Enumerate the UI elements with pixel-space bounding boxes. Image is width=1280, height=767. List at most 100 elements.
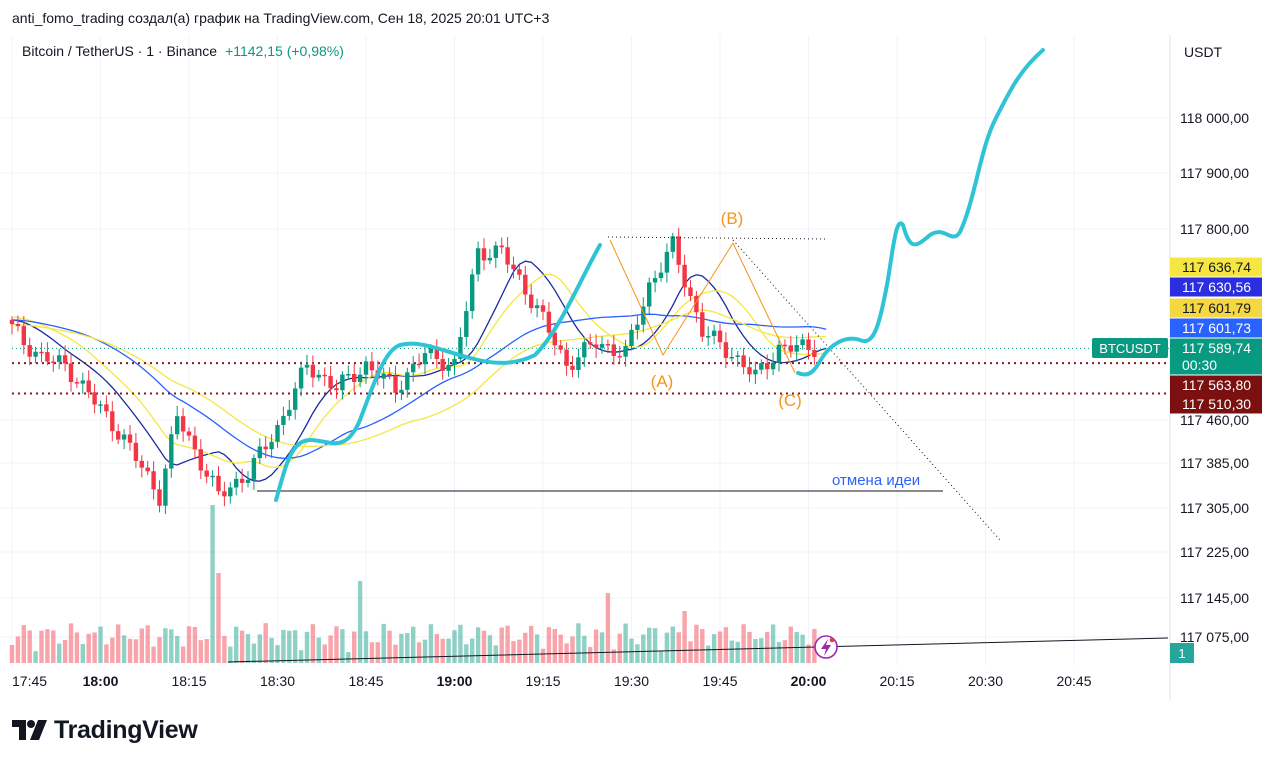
volume-bar xyxy=(517,639,522,663)
volume-bar xyxy=(51,630,56,663)
candle-body xyxy=(269,441,274,450)
volume-trend-line xyxy=(227,637,1169,663)
x-tick-label: 18:30 xyxy=(260,673,295,689)
volume-bar xyxy=(169,629,174,663)
candle-body xyxy=(481,248,487,261)
candle-body xyxy=(340,374,345,391)
volume-bar xyxy=(369,642,375,663)
candle-body xyxy=(9,319,15,325)
x-tick-label: 19:45 xyxy=(702,673,737,689)
volume-bar xyxy=(92,632,97,663)
volume-bar xyxy=(487,635,493,663)
symbol-tag-bg xyxy=(1092,338,1168,358)
x-tick-label: 20:45 xyxy=(1056,673,1091,689)
price-tag-label: 117 636,74 xyxy=(1182,259,1251,275)
volume-bar xyxy=(617,633,622,663)
price-tag-bg xyxy=(1170,318,1262,338)
x-tick-label: 19:00 xyxy=(437,673,473,689)
volume-bar xyxy=(210,505,215,663)
x-tick-label: 19:15 xyxy=(525,673,560,689)
candle-body xyxy=(588,342,593,345)
volume-bar xyxy=(493,645,498,663)
candle-body xyxy=(228,487,233,497)
candle-body xyxy=(540,305,546,312)
candle-body xyxy=(629,329,634,347)
volume-bar xyxy=(599,632,605,663)
candle-body xyxy=(216,475,221,492)
volume-bar xyxy=(287,630,292,663)
volume-bar xyxy=(80,644,85,663)
volume-bar xyxy=(45,629,50,663)
candle-body xyxy=(776,344,782,363)
candle-body xyxy=(192,435,198,450)
volume-bar xyxy=(670,626,675,663)
candles xyxy=(9,227,817,515)
volume-bar xyxy=(540,648,546,663)
grid xyxy=(0,35,1171,700)
volume-bar xyxy=(363,631,369,663)
candle-body xyxy=(511,264,516,270)
candle-body xyxy=(346,374,351,376)
volume-bar xyxy=(251,643,257,663)
candle-body xyxy=(257,446,262,459)
tradingview-logo[interactable]: TradingView xyxy=(12,716,198,745)
price-tag-bg xyxy=(1170,298,1262,318)
symbol-tag-label: BTCUSDT xyxy=(1099,341,1160,356)
price-tag-bg xyxy=(1170,257,1262,277)
volume-bar xyxy=(27,630,32,663)
candle-body xyxy=(487,257,493,261)
volume-bar xyxy=(340,629,345,663)
volume-bar xyxy=(228,646,233,663)
volume-bar xyxy=(753,639,758,663)
volume-tag-label: 1 xyxy=(1178,646,1185,661)
candle-body xyxy=(157,489,162,506)
volume-bar xyxy=(239,630,245,663)
volume-bar xyxy=(86,633,91,663)
candle-body xyxy=(204,470,209,477)
volume-bar xyxy=(735,641,740,663)
volume-bar xyxy=(399,633,404,663)
candle-body xyxy=(546,311,552,333)
volume-bar xyxy=(782,640,788,663)
candle-body xyxy=(593,344,599,348)
volume-bar xyxy=(470,638,475,663)
candle-body xyxy=(127,434,133,443)
cancel-label: отмена идеи xyxy=(832,472,920,489)
volume-bar xyxy=(234,626,239,663)
volume-bar xyxy=(664,632,670,663)
candle-body xyxy=(700,312,705,337)
candle-body xyxy=(387,373,392,376)
candle-body xyxy=(499,245,504,248)
candle-body xyxy=(198,449,203,471)
volume-bar xyxy=(505,625,510,663)
volume-bar xyxy=(428,624,434,663)
candle-body xyxy=(68,363,74,383)
price-tag-bg xyxy=(1170,277,1262,297)
candle-body xyxy=(411,363,416,373)
candle-body xyxy=(564,349,569,366)
candle-body xyxy=(617,355,622,358)
volume-bar xyxy=(157,637,162,663)
volume-bar xyxy=(304,631,310,663)
y-tick-label: 117 075,00 xyxy=(1180,629,1249,645)
wave-label: (C) xyxy=(778,391,802,410)
ma-navy-line xyxy=(11,260,827,482)
volume-bar xyxy=(694,624,699,663)
volume-bar xyxy=(534,634,540,663)
price-tags: 117 636,74 117 630,56 117 601,79 117 601,73… xyxy=(1092,257,1262,663)
volume-bar xyxy=(717,631,723,663)
candle-body xyxy=(452,358,457,365)
volume-bar xyxy=(523,632,528,663)
volume-bar xyxy=(440,638,445,663)
ma-blue-line xyxy=(11,313,827,459)
volume-bar xyxy=(411,626,416,663)
volume-bar xyxy=(723,627,729,663)
candle-body xyxy=(717,330,723,343)
candle-body xyxy=(570,365,575,370)
volume-bar xyxy=(558,634,563,663)
candle-body xyxy=(723,342,729,358)
volume-bar xyxy=(529,625,534,663)
volume-bar xyxy=(605,593,611,663)
x-tick-label: 20:00 xyxy=(791,673,827,689)
